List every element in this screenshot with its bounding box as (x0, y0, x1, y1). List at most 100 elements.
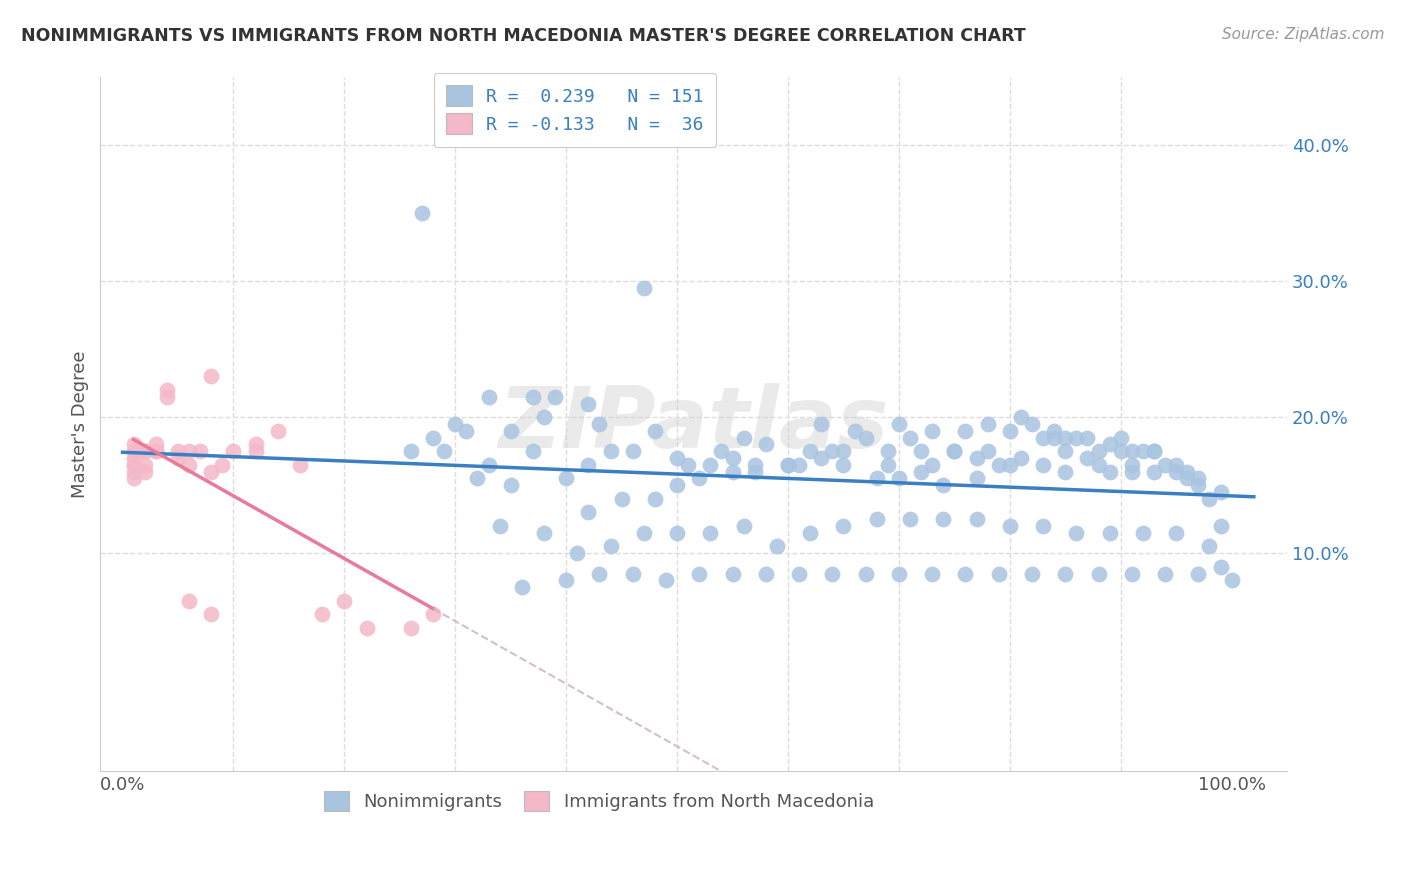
Point (122, 437, 145, 451)
Point (533, 410, 555, 425)
Point (921, 458, 943, 472)
Point (721, 451, 744, 466)
Point (399, 621, 422, 635)
Point (976, 417, 998, 431)
Point (1054, 566, 1077, 581)
Point (688, 566, 710, 581)
Point (122, 444, 145, 458)
Point (1087, 458, 1109, 472)
Point (1187, 478, 1209, 492)
Point (576, 505, 599, 519)
Point (921, 424, 943, 438)
Point (245, 444, 267, 458)
Point (910, 465, 932, 479)
Point (998, 424, 1021, 438)
Point (799, 444, 821, 458)
Point (555, 574, 578, 588)
Point (1121, 566, 1143, 581)
Point (721, 566, 744, 581)
Point (943, 444, 966, 458)
Point (245, 437, 267, 451)
Point (555, 471, 578, 485)
Point (311, 607, 333, 622)
Point (1021, 566, 1043, 581)
Point (122, 458, 145, 472)
Point (122, 471, 145, 485)
Point (122, 451, 145, 466)
Point (755, 437, 778, 451)
Point (976, 444, 998, 458)
Point (1032, 519, 1054, 533)
Point (1198, 540, 1220, 554)
Point (733, 431, 755, 445)
Point (134, 444, 156, 458)
Point (156, 390, 179, 404)
Point (987, 458, 1010, 472)
Point (644, 424, 666, 438)
Point (533, 525, 555, 540)
Point (955, 424, 977, 438)
Point (422, 431, 444, 445)
Point (655, 574, 678, 588)
Point (799, 525, 821, 540)
Point (522, 390, 544, 404)
Point (866, 512, 889, 526)
Point (499, 424, 522, 438)
Legend: Nonimmigrants, Immigrants from North Macedonia: Nonimmigrants, Immigrants from North Mac… (311, 778, 887, 824)
Point (456, 424, 478, 438)
Point (832, 519, 855, 533)
Point (588, 566, 610, 581)
Point (666, 478, 689, 492)
Point (134, 458, 156, 472)
Point (134, 465, 156, 479)
Point (921, 566, 943, 581)
Point (810, 451, 832, 466)
Point (932, 512, 955, 526)
Point (1166, 525, 1188, 540)
Point (399, 444, 422, 458)
Point (134, 444, 156, 458)
Point (633, 281, 655, 295)
Point (1010, 451, 1032, 466)
Point (411, 206, 433, 220)
Point (955, 566, 977, 581)
Point (1198, 491, 1220, 506)
Point (1109, 444, 1132, 458)
Point (188, 444, 211, 458)
Point (211, 458, 233, 472)
Point (898, 512, 921, 526)
Point (610, 491, 633, 506)
Point (810, 417, 832, 431)
Point (1175, 465, 1198, 479)
Point (1166, 465, 1188, 479)
Point (488, 519, 510, 533)
Point (1121, 465, 1143, 479)
Point (821, 444, 844, 458)
Point (932, 478, 955, 492)
Point (145, 444, 167, 458)
Point (776, 458, 799, 472)
Point (499, 478, 522, 492)
Point (1220, 574, 1243, 588)
Point (1087, 566, 1109, 581)
Point (356, 621, 378, 635)
Point (1209, 519, 1232, 533)
Point (1154, 566, 1177, 581)
Point (177, 594, 200, 608)
Point (1021, 417, 1043, 431)
Point (200, 607, 222, 622)
Point (699, 525, 721, 540)
Point (288, 458, 311, 472)
Point (621, 566, 644, 581)
Point (522, 444, 544, 458)
Point (1066, 431, 1088, 445)
Point (966, 451, 988, 466)
Point (1098, 437, 1121, 451)
Point (666, 525, 689, 540)
Point (1166, 458, 1188, 472)
Point (510, 580, 533, 594)
Point (876, 444, 898, 458)
Point (721, 465, 744, 479)
Text: Source: ZipAtlas.com: Source: ZipAtlas.com (1222, 27, 1385, 42)
Point (666, 451, 689, 466)
